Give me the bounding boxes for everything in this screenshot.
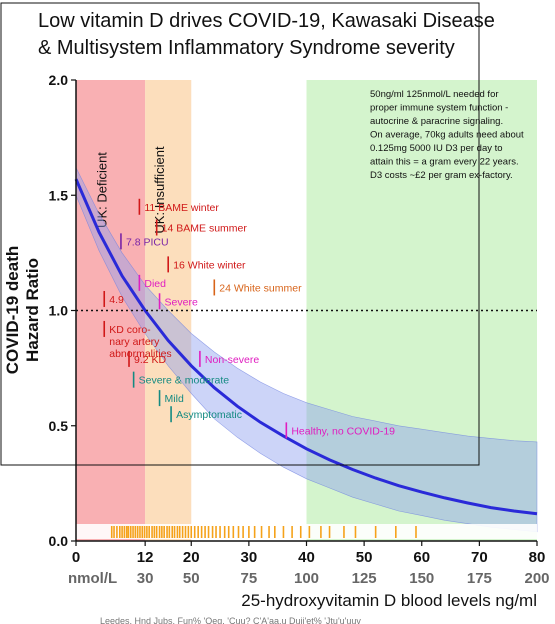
- nmol-tick-label: 125: [352, 570, 377, 587]
- nmol-tick-label: 75: [241, 570, 258, 587]
- x-tick-label: 80: [529, 549, 546, 566]
- annotation-label: 4.9: [109, 294, 124, 306]
- info-line: attain this = a gram every 22 years.: [370, 157, 519, 168]
- annotation-label: 11 BAME winter: [144, 202, 219, 214]
- nmol-tick-label: 200: [524, 570, 549, 587]
- y-tick-label: 1.5: [49, 187, 69, 203]
- annotation-label: abnormalities: [109, 348, 171, 360]
- x-tick-label: 60: [413, 549, 430, 566]
- y-tick-label: 1.0: [49, 303, 69, 319]
- nmol-tick-label: 100: [294, 570, 319, 587]
- annotation-label: nary artery: [109, 336, 160, 348]
- x-tick-label: 20: [183, 549, 200, 566]
- annotation-label: 7.8 PICU: [126, 236, 169, 248]
- x-tick-label: 0: [72, 549, 80, 566]
- axes-layer: 0.0 0.5 1.0 1.5 2.0 0 12 30 20 50 30 75 40 100 50 125 60…: [49, 72, 550, 587]
- curve-layer: [74, 178, 538, 516]
- overlay-frame: [0, 2, 480, 466]
- info-line: On average, 70kg adults need about: [370, 130, 524, 141]
- y-axis-title-line2: Hazard Ratio: [23, 258, 42, 362]
- nmol-tick-label: 50: [183, 570, 200, 587]
- confidence-band: [76, 167, 537, 532]
- annotation-label: 16 White winter: [173, 259, 246, 271]
- y-tick-label: 2.0: [49, 72, 69, 88]
- x-tick-label: 70: [471, 549, 488, 566]
- info-box: 50ng/ml 125nmol/L needed for proper immun…: [370, 89, 524, 181]
- chart-title-line1: Low vitamin D drives COVID-19, Kawasaki …: [38, 10, 495, 32]
- annotation-label: Healthy, no COVID-19: [291, 425, 395, 437]
- y-axis-title: COVID-19 death Hazard Ratio: [3, 246, 42, 374]
- annotation-label: 9.2 KD: [134, 354, 167, 366]
- footer-text: Leedes, Hnd Jubs, Fun% 'Qeq, 'Cuu? C'A'a…: [100, 616, 361, 624]
- annotation-label: Non-severe: [205, 354, 259, 366]
- annotation-label: Severe & moderate: [139, 375, 230, 387]
- annotation-label: KD coro-: [109, 324, 151, 336]
- y-tick-label: 0.0: [49, 533, 69, 549]
- region-label-0: UK: Deficient: [95, 152, 110, 228]
- info-line: 0.125mg 5000 IU D3 per day to: [370, 143, 503, 154]
- x-tick-label: 12: [137, 549, 154, 566]
- annotation-label: Died: [144, 278, 166, 290]
- x-axis-title: 25-hydroxyvitamin D blood levels ng/ml: [241, 591, 537, 610]
- nmol-tick-label: 175: [467, 570, 492, 587]
- chart-title-line2: & Multisystem Inflammatory Syndrome seve…: [38, 37, 455, 59]
- info-line: 50ng/ml 125nmol/L needed for: [370, 89, 499, 100]
- y-tick-label: 0.5: [49, 418, 69, 434]
- nmol-tick-label: 30: [137, 570, 154, 587]
- region-label-1: UK: Insufficient: [152, 146, 167, 234]
- annotation-label: 24 White summer: [219, 282, 302, 294]
- x-tick-label: 50: [356, 549, 373, 566]
- info-line: proper immune system function -: [370, 103, 508, 114]
- annotation-label: Mild: [165, 393, 184, 405]
- info-line: D3 costs ~£2 per gram ex-factory.: [370, 170, 513, 181]
- nmol-tick-label: 150: [409, 570, 434, 587]
- rug-layer: [76, 524, 537, 539]
- annotation-label: 14 BAME summer: [162, 223, 248, 235]
- info-line: autocrine & paracrine signaling.: [370, 116, 503, 127]
- nmol-prefix: nmol/L: [68, 570, 117, 587]
- fit-curve: [74, 178, 538, 516]
- annotation-label: Severe: [165, 296, 198, 308]
- y-axis-title-line1: COVID-19 death: [3, 246, 22, 374]
- annotation-label: Asymptomatic: [176, 409, 242, 421]
- x-tick-label: 30: [241, 549, 258, 566]
- x-tick-label: 40: [298, 549, 315, 566]
